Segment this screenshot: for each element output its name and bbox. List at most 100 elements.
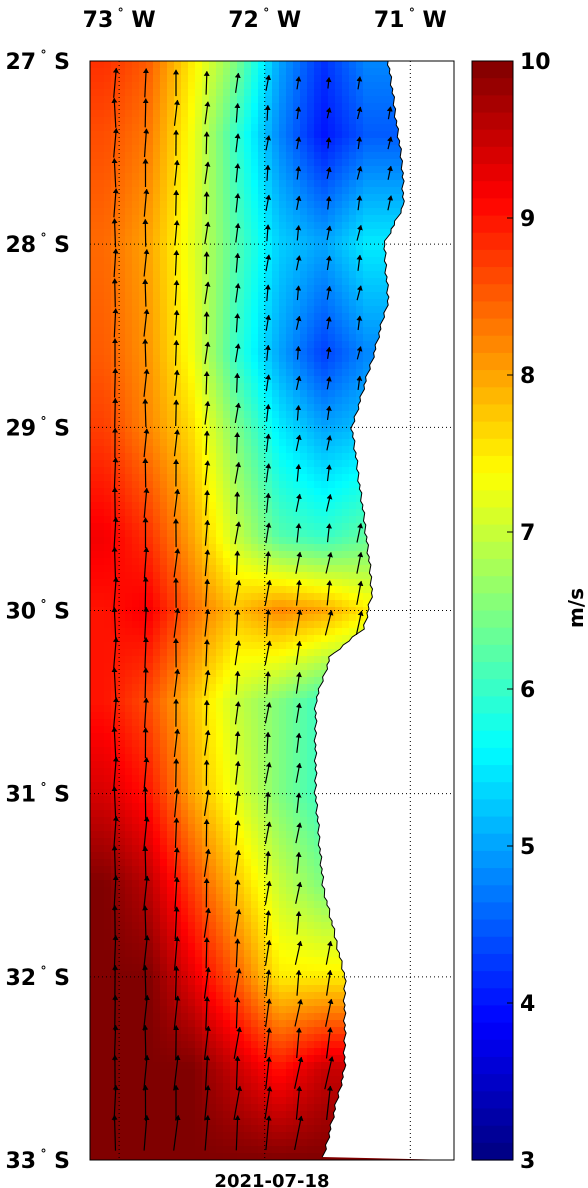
speed-cell bbox=[209, 68, 217, 76]
speed-cell bbox=[342, 453, 350, 461]
speed-cell bbox=[307, 614, 315, 622]
speed-cell bbox=[118, 68, 126, 76]
speed-cell bbox=[132, 397, 140, 405]
speed-cell bbox=[244, 558, 252, 566]
speed-cell bbox=[237, 649, 245, 657]
speed-cell bbox=[146, 684, 154, 692]
speed-cell bbox=[230, 201, 238, 209]
speed-cell bbox=[251, 103, 259, 111]
speed-cell bbox=[174, 376, 182, 384]
speed-cell bbox=[328, 208, 336, 216]
speed-cell bbox=[146, 579, 154, 587]
speed-cell bbox=[174, 236, 182, 244]
speed-cell bbox=[321, 593, 329, 601]
speed-cell bbox=[237, 432, 245, 440]
speed-cell bbox=[97, 446, 105, 454]
speed-cell bbox=[104, 173, 112, 181]
speed-cell bbox=[174, 61, 182, 69]
speed-cell bbox=[209, 502, 217, 510]
speed-cell bbox=[174, 75, 182, 83]
speed-cell bbox=[321, 502, 329, 510]
speed-cell bbox=[384, 131, 392, 139]
speed-cell bbox=[216, 341, 224, 349]
speed-cell bbox=[216, 159, 224, 167]
speed-cell bbox=[279, 285, 287, 293]
speed-cell bbox=[174, 173, 182, 181]
speed-cell bbox=[286, 495, 294, 503]
speed-cell bbox=[174, 152, 182, 160]
speed-cell bbox=[272, 264, 280, 272]
speed-cell bbox=[314, 117, 322, 125]
speed-cell bbox=[174, 446, 182, 454]
speed-cell bbox=[377, 229, 385, 237]
speed-cell bbox=[342, 572, 350, 580]
speed-cell bbox=[244, 222, 252, 230]
speed-cell bbox=[160, 187, 168, 195]
speed-cell bbox=[153, 89, 161, 97]
speed-cell bbox=[160, 523, 168, 531]
speed-cell bbox=[125, 635, 133, 643]
speed-cell bbox=[258, 334, 266, 342]
speed-cell bbox=[293, 698, 301, 706]
speed-cell bbox=[223, 250, 231, 258]
speed-cell bbox=[293, 635, 301, 643]
speed-cell bbox=[307, 530, 315, 538]
speed-cell bbox=[195, 397, 203, 405]
speed-cell bbox=[272, 551, 280, 559]
speed-cell bbox=[174, 285, 182, 293]
speed-cell bbox=[230, 474, 238, 482]
speed-cell bbox=[314, 663, 322, 671]
speed-cell bbox=[216, 306, 224, 314]
speed-cell bbox=[342, 565, 350, 573]
speed-cell bbox=[342, 138, 350, 146]
speed-cell bbox=[286, 236, 294, 244]
speed-cell bbox=[279, 600, 287, 608]
speed-cell bbox=[237, 691, 245, 699]
speed-cell bbox=[272, 488, 280, 496]
speed-cell bbox=[265, 145, 273, 153]
speed-cell bbox=[265, 166, 273, 174]
speed-cell bbox=[328, 628, 336, 636]
speed-cell bbox=[223, 621, 231, 629]
speed-cell bbox=[97, 537, 105, 545]
speed-cell bbox=[167, 278, 175, 286]
speed-cell bbox=[153, 320, 161, 328]
speed-cell bbox=[174, 138, 182, 146]
speed-cell bbox=[279, 124, 287, 132]
speed-cell bbox=[237, 243, 245, 251]
speed-cell bbox=[97, 89, 105, 97]
speed-cell bbox=[209, 334, 217, 342]
speed-cell bbox=[307, 376, 315, 384]
speed-cell bbox=[342, 264, 350, 272]
speed-cell bbox=[307, 481, 315, 489]
speed-cell bbox=[265, 152, 273, 160]
speed-cell bbox=[202, 467, 210, 475]
speed-cell bbox=[321, 75, 329, 83]
speed-cell bbox=[300, 600, 308, 608]
speed-cell bbox=[132, 544, 140, 552]
speed-cell bbox=[132, 607, 140, 615]
speed-cell bbox=[223, 334, 231, 342]
speed-cell bbox=[167, 509, 175, 517]
speed-cell bbox=[146, 187, 154, 195]
speed-cell bbox=[328, 397, 336, 405]
speed-cell bbox=[139, 187, 147, 195]
speed-cell bbox=[97, 474, 105, 482]
speed-cell bbox=[188, 285, 196, 293]
speed-cell bbox=[258, 152, 266, 160]
speed-cell bbox=[139, 264, 147, 272]
speed-cell bbox=[328, 68, 336, 76]
speed-cell bbox=[328, 180, 336, 188]
speed-cell bbox=[181, 271, 189, 279]
speed-cell bbox=[139, 383, 147, 391]
speed-cell bbox=[272, 397, 280, 405]
speed-cell bbox=[370, 187, 378, 195]
speed-cell bbox=[202, 439, 210, 447]
speed-cell bbox=[125, 376, 133, 384]
speed-cell bbox=[244, 194, 252, 202]
speed-cell bbox=[237, 565, 245, 573]
speed-cell bbox=[216, 194, 224, 202]
speed-cell bbox=[188, 642, 196, 650]
speed-cell bbox=[272, 495, 280, 503]
speed-cell bbox=[90, 278, 98, 286]
